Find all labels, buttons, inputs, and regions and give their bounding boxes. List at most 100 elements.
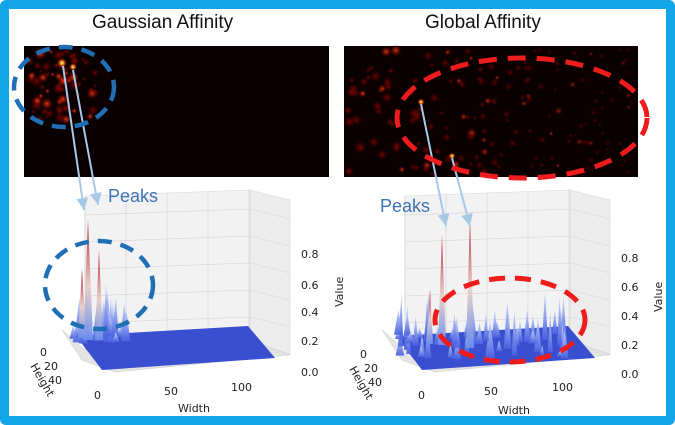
heat-blob [548,154,556,162]
heat-blob [348,77,355,84]
noise-spike [403,313,411,336]
gaussian-arrow-1 [62,65,89,211]
heat-blob [504,117,510,124]
heat-blob [478,101,486,109]
heat-blob [538,162,545,169]
heat-blob [82,58,90,67]
heat-blob [489,157,500,168]
gridline [569,262,611,274]
noise-spike [496,340,503,352]
heat-blob [476,75,483,82]
gridline [249,208,291,220]
global-peaks-label: Peaks [380,196,430,216]
noise-spike [511,310,518,355]
heat-blob [38,69,44,74]
heat-blob [380,91,393,104]
heat-blob [527,128,534,135]
heat-blob [578,76,587,85]
noise-spike [491,314,498,338]
gaussian-heatmap-activations [24,46,100,125]
gaussian-width-tick-100: 100 [231,381,252,394]
heat-blob [38,83,46,91]
gridline [84,262,251,270]
noise-spike [103,283,109,338]
global-heatmap [343,44,638,177]
heat-blob [504,82,514,92]
heat-blob [589,109,597,117]
noise-spike [542,292,548,340]
heat-blob [444,48,451,56]
heat-blob [489,96,499,107]
heat-blob [536,47,543,54]
heat-blob [604,146,610,152]
noise-spike [551,309,558,335]
gaussian-height-tick-20: 20 [44,360,58,373]
noise-spike [111,332,120,342]
global-heatmap-highlight-ellipse [394,55,650,181]
heat-blob [407,106,421,120]
gridline [404,235,571,243]
gridline [84,289,251,297]
heat-blob [386,67,395,75]
heat-blob [32,95,43,106]
heat-blob [583,139,591,147]
heat-blob [343,165,355,177]
heat-blob [553,59,561,68]
noise-spike [523,309,531,342]
heat-blob [459,113,468,121]
heat-blob [426,122,436,132]
heat-blob [552,87,558,93]
heat-blob [548,131,554,137]
gaussian-affinity-title: Gaussian Affinity [92,12,234,33]
heat-blob [81,76,87,82]
heat-blob [472,153,481,161]
gridline [84,235,251,243]
heat-blob [439,110,445,117]
heat-blob [456,153,467,164]
gaussian-plot-highlight-circle [42,238,156,332]
heat-blob [93,83,98,89]
heat-blob [624,69,630,75]
heat-blob [40,97,54,110]
heat-blob [433,147,442,156]
gridline [249,235,291,247]
heat-blob [620,60,627,66]
heat-blob [538,135,547,145]
heat-blob [429,171,435,177]
heat-blob [599,89,605,96]
noise-spike [485,319,495,359]
heat-blob [622,158,628,164]
heat-blob [40,60,53,73]
global-z-tick-0.4: 0.4 [621,310,639,323]
gaussian-heatmap-highlight-circle [11,44,117,130]
heat-blob [554,106,563,116]
global-height-tick-40: 40 [368,376,382,389]
heat-blob [514,63,523,72]
heat-blob [626,104,632,110]
heat-blob [381,76,393,88]
noise-spike [406,318,411,354]
heat-blob [428,62,435,69]
gaussian-3d-plot: 0.8 0.6 0.4 0.2 0.0 Value 0 20 40 Height… [27,189,346,415]
heat-blob [56,93,69,106]
heat-blob [465,132,476,142]
heat-blob [568,133,574,139]
heat-blob [476,65,485,74]
heat-blob [565,137,573,145]
gaussian-peaks-label: Peaks [108,186,158,206]
noise-spike [447,343,454,358]
heat-blob [353,140,368,155]
gaussian-z-tick-0.6: 0.6 [301,279,319,292]
gaussian-height-tick-0: 0 [40,346,47,359]
heat-blob [86,112,94,121]
heat-blob [598,52,605,60]
gridline [404,316,571,324]
heat-blob [411,76,420,85]
global-width-axis-label: Width [498,404,530,417]
heat-blob [546,49,553,55]
heat-blob [594,149,601,156]
global-arrow-1 [420,103,450,227]
heat-blob [463,47,473,56]
heat-blob [624,169,631,175]
